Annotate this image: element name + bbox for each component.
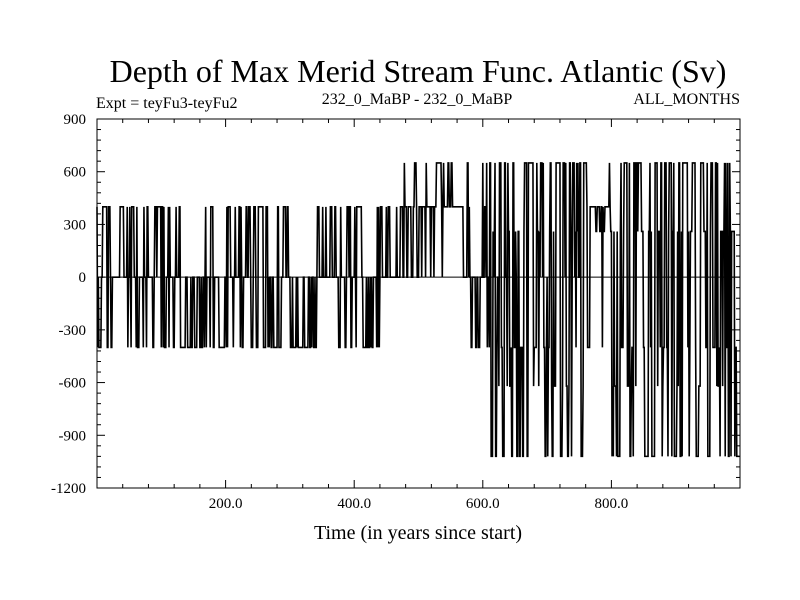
chart-title: Depth of Max Merid Stream Func. Atlantic… <box>110 53 727 89</box>
y-tick-label: -1200 <box>51 481 86 497</box>
y-tick-label: -600 <box>59 376 87 392</box>
x-tick-label: 800.0 <box>595 496 629 512</box>
plot-area <box>96 162 740 458</box>
x-axis-label: Time (in years since start) <box>314 522 522 544</box>
y-tick-label: -900 <box>59 428 87 444</box>
chart-subtitle-period: 232_0_MaBP - 232_0_MaBP <box>322 91 513 108</box>
x-tick-label: 200.0 <box>209 496 243 512</box>
data-series-line <box>96 162 740 458</box>
y-tick-label: 900 <box>64 112 87 128</box>
axes: 900 600 300 0 -300 -600 -900 -1200 200.0 400.0 600… <box>51 112 741 512</box>
chart-subtitle-months: ALL_MONTHS <box>633 91 740 108</box>
y-tick-label: 600 <box>64 165 87 181</box>
y-tick-label: 0 <box>79 270 87 286</box>
chart-subtitle-experiment: Expt = teyFu3-teyFu2 <box>96 95 237 112</box>
plot-frame <box>96 118 741 489</box>
y-tick-label: -300 <box>59 323 87 339</box>
x-tick-label: 600.0 <box>466 496 500 512</box>
x-tick-label: 400.0 <box>337 496 371 512</box>
y-tick-label: 300 <box>64 217 87 233</box>
